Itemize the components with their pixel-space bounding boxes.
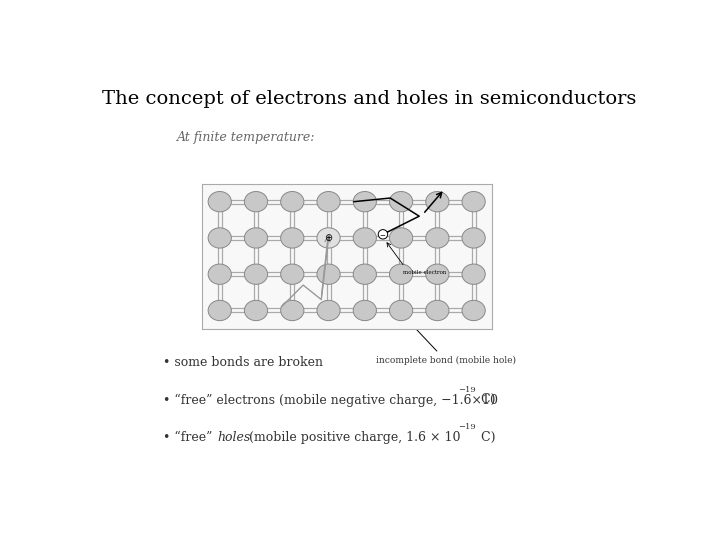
Text: • some bonds are broken: • some bonds are broken xyxy=(163,356,323,369)
Text: C): C) xyxy=(477,431,495,444)
Text: At finite temperature:: At finite temperature: xyxy=(176,131,315,144)
Text: (mobile positive charge, 1.6 × 10: (mobile positive charge, 1.6 × 10 xyxy=(245,431,461,444)
Text: • “free”: • “free” xyxy=(163,431,216,444)
Text: The concept of electrons and holes in semiconductors: The concept of electrons and holes in se… xyxy=(102,90,636,108)
Text: −19: −19 xyxy=(459,386,476,394)
Text: holes: holes xyxy=(217,431,251,444)
Text: • “free” electrons (mobile negative charge, −1.6×10: • “free” electrons (mobile negative char… xyxy=(163,393,498,407)
Text: incomplete bond (mobile hole): incomplete bond (mobile hole) xyxy=(331,239,516,365)
Text: C): C) xyxy=(477,393,495,406)
Text: −19: −19 xyxy=(459,423,476,431)
